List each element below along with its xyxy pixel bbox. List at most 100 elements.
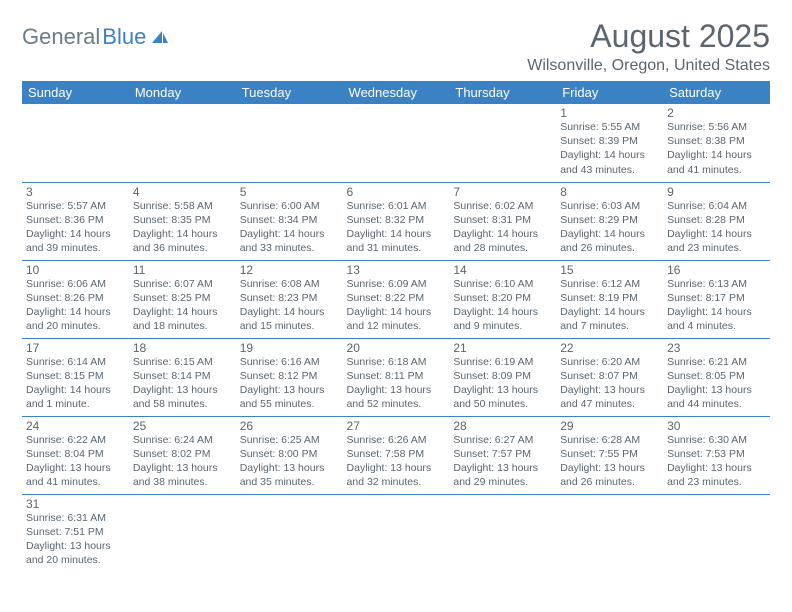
calendar-cell: 9Sunrise: 6:04 AMSunset: 8:28 PMDaylight… bbox=[663, 182, 770, 260]
calendar-row: 3Sunrise: 5:57 AMSunset: 8:36 PMDaylight… bbox=[22, 182, 770, 260]
day-number: 19 bbox=[240, 341, 339, 355]
day-detail: Sunrise: 6:08 AMSunset: 8:23 PMDaylight:… bbox=[240, 277, 339, 334]
calendar-row: 1Sunrise: 5:55 AMSunset: 8:39 PMDaylight… bbox=[22, 104, 770, 182]
calendar-cell: 21Sunrise: 6:19 AMSunset: 8:09 PMDayligh… bbox=[449, 338, 556, 416]
day-detail: Sunrise: 6:10 AMSunset: 8:20 PMDaylight:… bbox=[453, 277, 552, 334]
day-number: 23 bbox=[667, 341, 766, 355]
day-detail: Sunrise: 6:28 AMSunset: 7:55 PMDaylight:… bbox=[560, 433, 659, 490]
day-number: 16 bbox=[667, 263, 766, 277]
calendar-cell-empty bbox=[129, 494, 236, 572]
day-number: 18 bbox=[133, 341, 232, 355]
day-detail: Sunrise: 6:07 AMSunset: 8:25 PMDaylight:… bbox=[133, 277, 232, 334]
day-detail: Sunrise: 6:26 AMSunset: 7:58 PMDaylight:… bbox=[347, 433, 446, 490]
title-block: August 2025 Wilsonville, Oregon, United … bbox=[527, 18, 770, 75]
day-number: 7 bbox=[453, 185, 552, 199]
day-detail: Sunrise: 6:04 AMSunset: 8:28 PMDaylight:… bbox=[667, 199, 766, 256]
day-number: 25 bbox=[133, 419, 232, 433]
day-header: Thursday bbox=[449, 81, 556, 104]
calendar-row: 10Sunrise: 6:06 AMSunset: 8:26 PMDayligh… bbox=[22, 260, 770, 338]
day-detail: Sunrise: 6:27 AMSunset: 7:57 PMDaylight:… bbox=[453, 433, 552, 490]
calendar-cell: 7Sunrise: 6:02 AMSunset: 8:31 PMDaylight… bbox=[449, 182, 556, 260]
calendar-cell-empty bbox=[449, 494, 556, 572]
day-number: 13 bbox=[347, 263, 446, 277]
day-detail: Sunrise: 6:19 AMSunset: 8:09 PMDaylight:… bbox=[453, 355, 552, 412]
day-number: 20 bbox=[347, 341, 446, 355]
calendar-head: SundayMondayTuesdayWednesdayThursdayFrid… bbox=[22, 81, 770, 104]
day-detail: Sunrise: 6:12 AMSunset: 8:19 PMDaylight:… bbox=[560, 277, 659, 334]
calendar-cell-empty bbox=[343, 494, 450, 572]
day-number: 17 bbox=[26, 341, 125, 355]
day-detail: Sunrise: 6:09 AMSunset: 8:22 PMDaylight:… bbox=[347, 277, 446, 334]
calendar-cell: 24Sunrise: 6:22 AMSunset: 8:04 PMDayligh… bbox=[22, 416, 129, 494]
calendar-row: 17Sunrise: 6:14 AMSunset: 8:15 PMDayligh… bbox=[22, 338, 770, 416]
calendar-cell: 18Sunrise: 6:15 AMSunset: 8:14 PMDayligh… bbox=[129, 338, 236, 416]
logo: General Blue bbox=[22, 24, 170, 50]
day-detail: Sunrise: 6:00 AMSunset: 8:34 PMDaylight:… bbox=[240, 199, 339, 256]
logo-text-general: General bbox=[22, 24, 100, 50]
day-detail: Sunrise: 6:22 AMSunset: 8:04 PMDaylight:… bbox=[26, 433, 125, 490]
day-number: 27 bbox=[347, 419, 446, 433]
day-number: 30 bbox=[667, 419, 766, 433]
calendar-cell: 26Sunrise: 6:25 AMSunset: 8:00 PMDayligh… bbox=[236, 416, 343, 494]
day-detail: Sunrise: 5:55 AMSunset: 8:39 PMDaylight:… bbox=[560, 120, 659, 177]
calendar-cell: 28Sunrise: 6:27 AMSunset: 7:57 PMDayligh… bbox=[449, 416, 556, 494]
calendar-cell-empty bbox=[556, 494, 663, 572]
calendar-cell: 25Sunrise: 6:24 AMSunset: 8:02 PMDayligh… bbox=[129, 416, 236, 494]
day-detail: Sunrise: 6:02 AMSunset: 8:31 PMDaylight:… bbox=[453, 199, 552, 256]
calendar-cell: 30Sunrise: 6:30 AMSunset: 7:53 PMDayligh… bbox=[663, 416, 770, 494]
day-detail: Sunrise: 6:14 AMSunset: 8:15 PMDaylight:… bbox=[26, 355, 125, 412]
sail-icon bbox=[150, 29, 170, 45]
day-detail: Sunrise: 6:24 AMSunset: 8:02 PMDaylight:… bbox=[133, 433, 232, 490]
calendar-cell-empty bbox=[663, 494, 770, 572]
day-header: Saturday bbox=[663, 81, 770, 104]
day-number: 24 bbox=[26, 419, 125, 433]
day-number: 15 bbox=[560, 263, 659, 277]
day-detail: Sunrise: 6:25 AMSunset: 8:00 PMDaylight:… bbox=[240, 433, 339, 490]
day-detail: Sunrise: 6:30 AMSunset: 7:53 PMDaylight:… bbox=[667, 433, 766, 490]
calendar-cell: 11Sunrise: 6:07 AMSunset: 8:25 PMDayligh… bbox=[129, 260, 236, 338]
calendar-cell: 31Sunrise: 6:31 AMSunset: 7:51 PMDayligh… bbox=[22, 494, 129, 572]
day-header: Sunday bbox=[22, 81, 129, 104]
header: General Blue August 2025 Wilsonville, Or… bbox=[22, 18, 770, 75]
day-detail: Sunrise: 6:31 AMSunset: 7:51 PMDaylight:… bbox=[26, 511, 125, 568]
logo-text-blue: Blue bbox=[102, 24, 146, 50]
day-detail: Sunrise: 6:03 AMSunset: 8:29 PMDaylight:… bbox=[560, 199, 659, 256]
day-detail: Sunrise: 6:01 AMSunset: 8:32 PMDaylight:… bbox=[347, 199, 446, 256]
calendar-cell-empty bbox=[236, 104, 343, 182]
calendar-cell-empty bbox=[343, 104, 450, 182]
day-number: 28 bbox=[453, 419, 552, 433]
calendar-cell: 13Sunrise: 6:09 AMSunset: 8:22 PMDayligh… bbox=[343, 260, 450, 338]
day-header: Tuesday bbox=[236, 81, 343, 104]
calendar-cell: 4Sunrise: 5:58 AMSunset: 8:35 PMDaylight… bbox=[129, 182, 236, 260]
day-number: 12 bbox=[240, 263, 339, 277]
calendar-cell: 14Sunrise: 6:10 AMSunset: 8:20 PMDayligh… bbox=[449, 260, 556, 338]
calendar-cell: 22Sunrise: 6:20 AMSunset: 8:07 PMDayligh… bbox=[556, 338, 663, 416]
calendar-cell: 6Sunrise: 6:01 AMSunset: 8:32 PMDaylight… bbox=[343, 182, 450, 260]
calendar-table: SundayMondayTuesdayWednesdayThursdayFrid… bbox=[22, 81, 770, 572]
day-detail: Sunrise: 6:15 AMSunset: 8:14 PMDaylight:… bbox=[133, 355, 232, 412]
day-number: 11 bbox=[133, 263, 232, 277]
day-number: 22 bbox=[560, 341, 659, 355]
calendar-cell: 5Sunrise: 6:00 AMSunset: 8:34 PMDaylight… bbox=[236, 182, 343, 260]
day-detail: Sunrise: 6:06 AMSunset: 8:26 PMDaylight:… bbox=[26, 277, 125, 334]
day-header: Monday bbox=[129, 81, 236, 104]
calendar-cell: 20Sunrise: 6:18 AMSunset: 8:11 PMDayligh… bbox=[343, 338, 450, 416]
day-detail: Sunrise: 5:58 AMSunset: 8:35 PMDaylight:… bbox=[133, 199, 232, 256]
day-detail: Sunrise: 6:18 AMSunset: 8:11 PMDaylight:… bbox=[347, 355, 446, 412]
calendar-cell: 29Sunrise: 6:28 AMSunset: 7:55 PMDayligh… bbox=[556, 416, 663, 494]
calendar-cell-empty bbox=[129, 104, 236, 182]
calendar-cell: 17Sunrise: 6:14 AMSunset: 8:15 PMDayligh… bbox=[22, 338, 129, 416]
day-header: Friday bbox=[556, 81, 663, 104]
day-number: 9 bbox=[667, 185, 766, 199]
calendar-cell: 1Sunrise: 5:55 AMSunset: 8:39 PMDaylight… bbox=[556, 104, 663, 182]
day-number: 21 bbox=[453, 341, 552, 355]
day-header: Wednesday bbox=[343, 81, 450, 104]
day-number: 31 bbox=[26, 497, 125, 511]
day-detail: Sunrise: 6:16 AMSunset: 8:12 PMDaylight:… bbox=[240, 355, 339, 412]
day-detail: Sunrise: 5:57 AMSunset: 8:36 PMDaylight:… bbox=[26, 199, 125, 256]
page-title: August 2025 bbox=[527, 18, 770, 55]
day-number: 5 bbox=[240, 185, 339, 199]
calendar-cell: 19Sunrise: 6:16 AMSunset: 8:12 PMDayligh… bbox=[236, 338, 343, 416]
day-number: 4 bbox=[133, 185, 232, 199]
day-number: 2 bbox=[667, 106, 766, 120]
